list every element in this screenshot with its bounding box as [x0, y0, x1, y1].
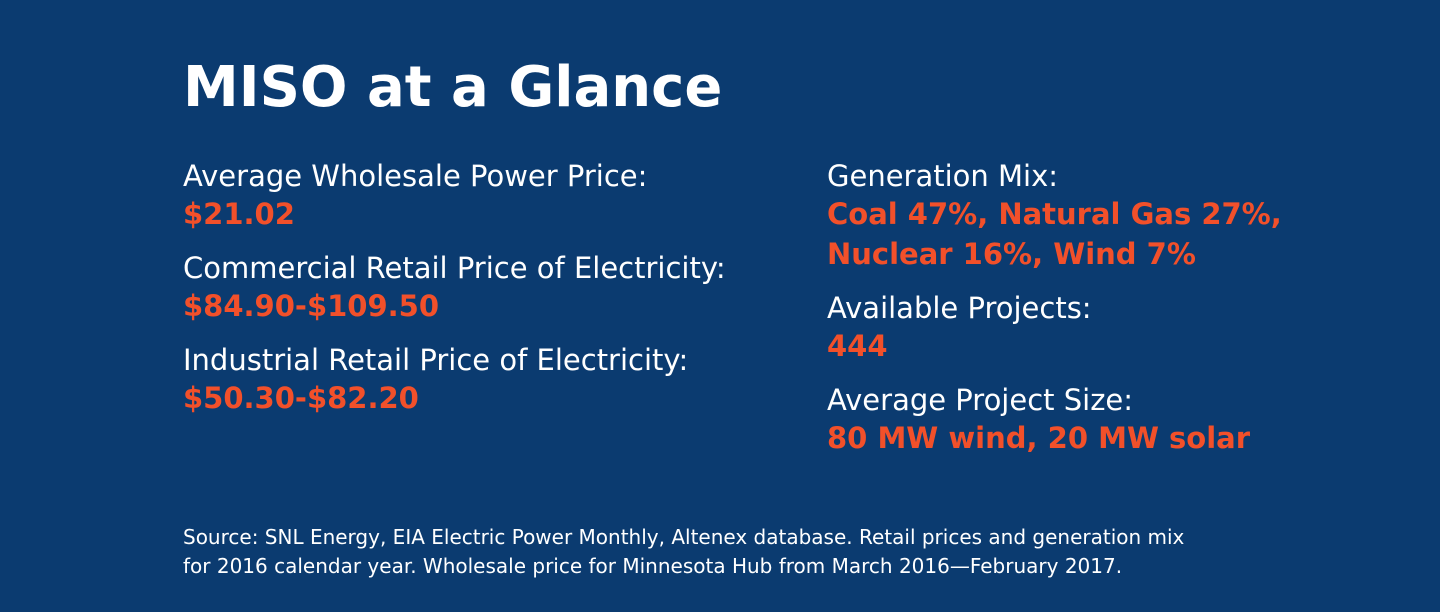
- source-note: for 2016 calendar year. Wholesale price …: [183, 554, 1123, 578]
- item-label: Industrial Retail Price of Electricity:: [183, 343, 689, 377]
- item-value: $50.30-$82.20: [183, 381, 419, 415]
- item-value: 444: [827, 329, 888, 363]
- source-note: Source: SNL Energy, EIA Electric Power M…: [183, 525, 1185, 549]
- item-value: Nuclear 16%, Wind 7%: [827, 237, 1196, 271]
- item-value: 80 MW wind, 20 MW solar: [827, 421, 1251, 455]
- item-label: Available Projects:: [827, 291, 1092, 325]
- item-value: $21.02: [183, 197, 295, 231]
- item-value: Coal 47%, Natural Gas 27%,: [827, 197, 1282, 231]
- item-label: Generation Mix:: [827, 159, 1059, 193]
- item-label: Average Project Size:: [827, 383, 1134, 417]
- item-value: $84.90-$109.50: [183, 289, 440, 323]
- title: MISO at a Glance: [183, 55, 723, 120]
- item-label: Commercial Retail Price of Electricity:: [183, 251, 726, 285]
- item-label: Average Wholesale Power Price:: [183, 159, 648, 193]
